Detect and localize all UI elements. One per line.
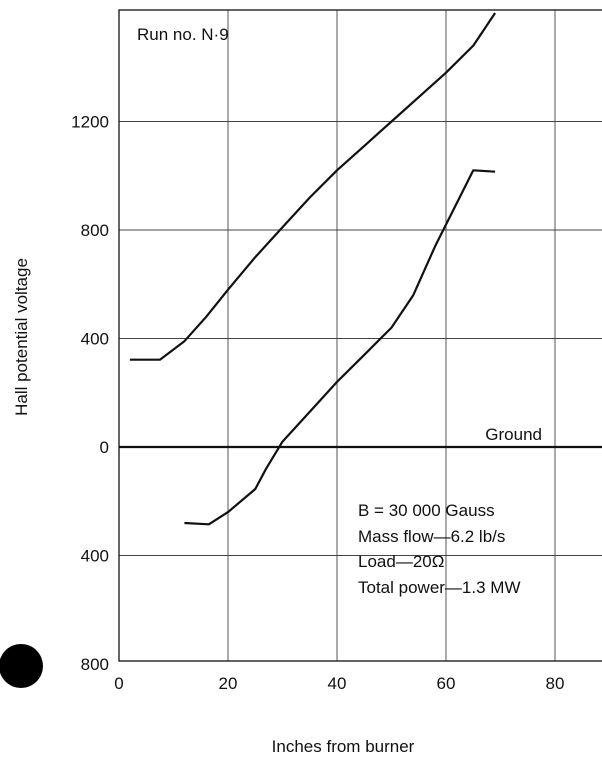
condition-total-power: Total power—1.3 MW [358,578,521,597]
x-tick-label: 0 [114,674,123,693]
y-axis-title: Hall potential voltage [12,258,31,416]
plot-frame [118,9,602,662]
grid-layer [119,10,602,661]
condition-magnetic-field: B = 30 000 Gauss [358,501,495,520]
x-tick-labels: 0 20 40 60 80 [114,674,564,693]
y-tick-label: 400 [81,330,109,349]
x-tick-label: 40 [328,674,347,693]
reference-line-layer: Ground [119,425,602,449]
y-tick-label: 800 [81,655,109,674]
x-axis-title: Inches from burner [272,737,415,756]
y-tick-labels: 1200 800 400 0 400 800 [71,113,109,675]
series-line-lower [184,169,496,526]
x-tick-label: 20 [219,674,238,693]
condition-load: Load—20Ω [358,552,444,571]
y-tick-label: 0 [100,438,109,457]
x-tick-label: 80 [546,674,565,693]
conditions-box: B = 30 000 Gauss Mass flow—6.2 lb/s Load… [358,501,521,597]
ground-label: Ground [485,425,542,444]
black-dot-mark [0,644,43,688]
y-tick-label: 1200 [71,113,109,132]
x-tick-label: 60 [437,674,456,693]
series-line-upper [129,12,497,361]
y-tick-label: 400 [81,547,109,566]
run-label: Run no. N·9 [137,25,229,44]
series-layer [129,12,497,526]
condition-mass-flow: Mass flow—6.2 lb/s [358,527,505,546]
y-tick-label: 800 [81,221,109,240]
